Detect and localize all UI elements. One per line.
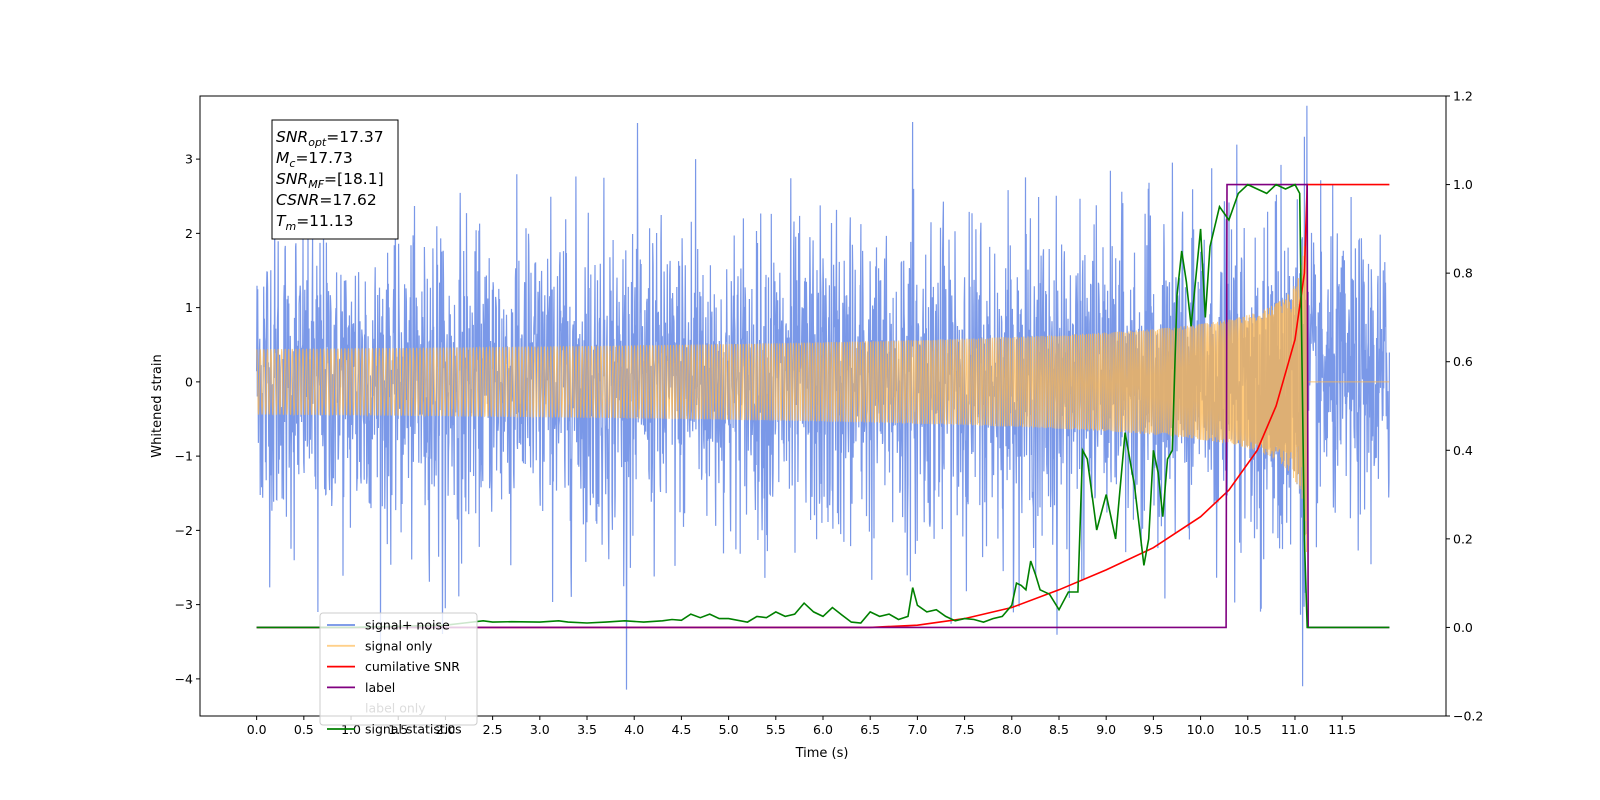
y-tick-label: 2 [185, 226, 193, 241]
x-tick-label: 11.0 [1281, 722, 1309, 737]
x-tick-label: 6.0 [813, 722, 833, 737]
x-tick-label: 8.0 [1002, 722, 1022, 737]
annotation-symbol: SNR [276, 170, 308, 188]
legend-frame [319, 612, 478, 726]
signal-only-line [256, 211, 1390, 553]
annotation-line: SNRMF=[18.1] [276, 170, 384, 191]
annotation-subscript: opt [308, 136, 327, 149]
signal-statistics-series [256, 183, 1390, 629]
annotation-frame [271, 119, 399, 240]
x-tick-label: 9.5 [1143, 722, 1163, 737]
x-tick-label: 3.0 [530, 722, 550, 737]
y-right-tick-label: 0.4 [1453, 443, 1473, 458]
x-tick-label: 11.5 [1328, 722, 1356, 737]
plot-area [256, 105, 1390, 690]
signal-noise-line [256, 105, 1390, 690]
x-tick-label: 7.0 [907, 722, 927, 737]
x-axis-label: Time (s) [795, 746, 849, 761]
annotation-value: =17.37 [326, 128, 383, 146]
y-right-tick-label: 0.8 [1453, 266, 1473, 281]
annotation-symbol: SNR [276, 128, 308, 146]
signal-statistics-line [256, 183, 1390, 629]
y-right-tick-label: 0.2 [1453, 531, 1473, 546]
cumulative-snr-line [256, 183, 1390, 629]
y-tick-label: −2 [175, 523, 193, 538]
annotation-line: SNRopt=17.37 [276, 128, 384, 149]
legend-label: cumilative SNR [365, 659, 460, 674]
legend-label: signal statistics [365, 722, 462, 737]
x-tick-label: 5.0 [719, 722, 739, 737]
y-right-tick-label: 1.0 [1453, 177, 1473, 192]
annotation-subscript: m [285, 220, 296, 233]
legend-label: label [365, 680, 395, 695]
y-axis-label: Whitened strain [150, 354, 165, 457]
annotation-line: Mc=17.73 [276, 149, 353, 170]
x-tick-label: 0.5 [294, 722, 314, 737]
y-tick-label: −4 [175, 671, 193, 686]
y-right-tick-label: −0.2 [1453, 709, 1483, 724]
x-tick-label: 6.5 [860, 722, 880, 737]
x-axis-ticks: 0.0 0.5 1.0 1.5 2.0 2.5 3.0 3.5 4.0 4.5 5.0 5.5 6.0 6… [247, 716, 1356, 737]
y-tick-label: −3 [175, 597, 193, 612]
annotation-line: CSNR=17.62 [276, 191, 377, 209]
x-tick-label: 4.0 [624, 722, 644, 737]
annotation-symbol: CSNR [276, 191, 319, 209]
annotation-symbol: M [276, 149, 289, 167]
annotation-symbol: T [276, 212, 287, 230]
x-tick-label: 3.5 [577, 722, 597, 737]
x-tick-label: 2.5 [483, 722, 503, 737]
legend-label: label only [365, 701, 426, 716]
y-tick-label: 3 [185, 152, 193, 167]
annotation-value: =11.13 [296, 212, 353, 230]
y-tick-label: 1 [185, 300, 193, 315]
annotation-value: =17.62 [319, 191, 376, 209]
x-tick-label: 1.5 [388, 722, 408, 737]
annotation-box: SNRopt=17.37Mc=17.73SNRMF=[18.1]CSNR=17.… [271, 119, 399, 240]
y-right-tick-label: 0.0 [1453, 620, 1473, 635]
x-tick-label: 4.5 [671, 722, 691, 737]
legend: signal+ noise signal only cumilative SNR la… [319, 612, 478, 737]
cumulative-snr-series [256, 183, 1390, 629]
y-axis-right-ticks: −0.2 0.0 0.2 0.4 0.6 0.8 1.0 1.2 [1446, 89, 1483, 724]
legend-label: signal only [365, 638, 433, 653]
y-axis-left-ticks: −4 −3 −2 −1 0 1 2 3 [175, 152, 200, 686]
x-tick-label: 0.0 [247, 722, 267, 737]
annotation-subscript: c [289, 157, 295, 170]
annotation-line: Tm=11.13 [276, 212, 354, 233]
legend-label: signal+ noise [365, 618, 450, 633]
x-tick-label: 7.5 [955, 722, 975, 737]
x-tick-label: 10.0 [1187, 722, 1215, 737]
y-right-tick-label: 0.6 [1453, 354, 1473, 369]
x-tick-label: 2.0 [435, 722, 455, 737]
x-tick-label: 9.0 [1096, 722, 1116, 737]
signal-noise-series [256, 105, 1390, 690]
annotation-value: =[18.1] [324, 170, 384, 188]
signal-only-series [256, 211, 1390, 553]
y-tick-label: 0 [185, 374, 193, 389]
annotation-subscript: MF [308, 178, 324, 191]
x-tick-label: 8.5 [1049, 722, 1069, 737]
x-tick-label: 5.5 [766, 722, 786, 737]
x-tick-label: 10.5 [1234, 722, 1262, 737]
y-tick-label: −1 [175, 449, 193, 464]
annotation-value: =17.73 [295, 149, 352, 167]
y-right-tick-label: 1.2 [1453, 89, 1473, 104]
